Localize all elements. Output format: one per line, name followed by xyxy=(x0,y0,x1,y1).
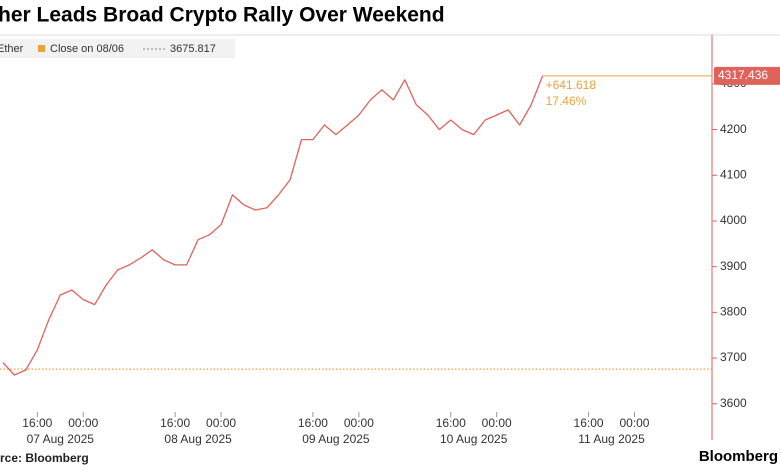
y-tick-label: 4000 xyxy=(720,213,747,227)
x-tick-label: 00:00 xyxy=(344,416,374,430)
x-tick-label: 16:00 xyxy=(22,416,52,430)
line-series xyxy=(2,75,544,376)
last-value-box xyxy=(714,66,780,85)
y-tick-label: 3600 xyxy=(720,396,747,410)
change-label: +641.618 xyxy=(546,78,597,92)
x-tick-label: 16:00 xyxy=(298,416,328,430)
legend-value: 3675.817 xyxy=(170,43,216,55)
x-tick-label: 00:00 xyxy=(206,416,236,430)
chart-title: her Leads Broad Crypto Rally Over Weeken… xyxy=(0,4,445,27)
y-tick-label: 3800 xyxy=(720,305,747,319)
y-tick-label: 4200 xyxy=(720,122,747,136)
x-date-label: 10 Aug 2025 xyxy=(440,432,508,446)
x-date-label: 11 Aug 2025 xyxy=(578,432,645,446)
source: rce: Bloomberg xyxy=(0,451,89,465)
brand: Bloomberg xyxy=(699,448,778,465)
legend-label: Ether xyxy=(0,43,24,55)
last-value-label: 4317.436 xyxy=(718,68,768,82)
change-label: 17.46% xyxy=(546,94,587,108)
legend-box xyxy=(0,39,235,58)
y-tick-label: 4100 xyxy=(720,167,747,181)
x-date-label: 07 Aug 2025 xyxy=(27,432,95,446)
y-tick-label: 3700 xyxy=(720,350,747,364)
x-tick-label: 00:00 xyxy=(68,416,98,430)
x-date-label: 09 Aug 2025 xyxy=(302,432,370,446)
x-tick-label: 00:00 xyxy=(482,416,512,430)
legend-label: Close on 08/06 xyxy=(50,43,124,55)
x-tick-label: 00:00 xyxy=(619,416,649,430)
x-date-label: 08 Aug 2025 xyxy=(164,432,232,446)
legend-swatch xyxy=(38,45,45,52)
x-tick-label: 16:00 xyxy=(436,416,466,430)
x-tick-label: 16:00 xyxy=(574,416,604,430)
x-tick-label: 16:00 xyxy=(160,416,190,430)
y-tick-label: 3900 xyxy=(720,259,747,273)
